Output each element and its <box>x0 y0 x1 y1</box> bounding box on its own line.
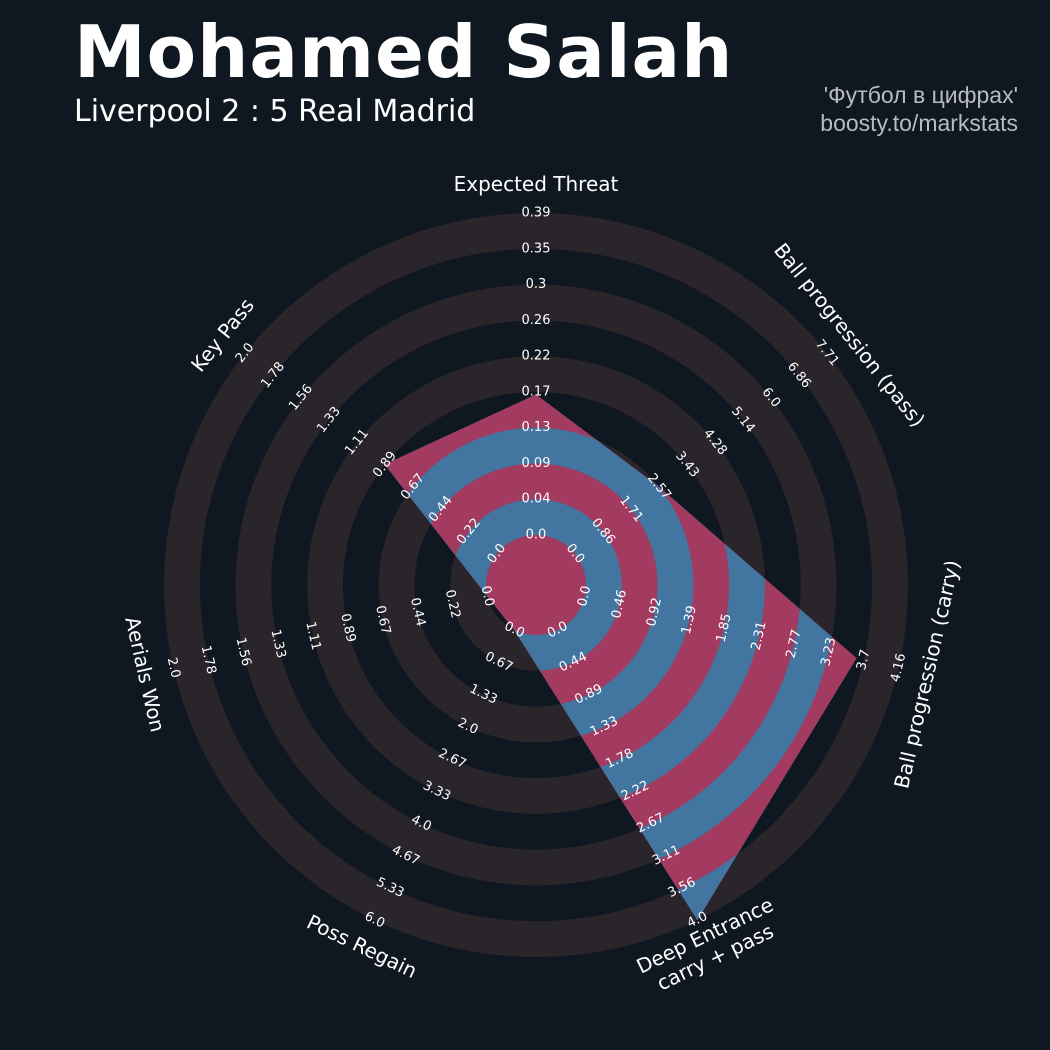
tick-label: 0.0 <box>526 528 547 543</box>
axis-label-group: Expected Threat <box>454 172 619 196</box>
tick-label: 0.35 <box>522 241 551 256</box>
tick-label: 0.44 <box>407 596 428 628</box>
tick-label: 0.3 <box>526 277 547 292</box>
tick-label: 0.22 <box>522 349 551 364</box>
tick-label: 1.85 <box>714 612 735 644</box>
tick-label: 2.31 <box>749 620 770 652</box>
tick-label: 0.89 <box>337 612 358 644</box>
tick-label: 2.0 <box>164 656 183 680</box>
axis-label-group: Aerials Won <box>120 614 170 734</box>
tick-label: 0.13 <box>522 420 551 435</box>
credit-line-1: 'Футбол в цифрах' <box>823 82 1018 108</box>
tick-label: 0.0 <box>575 584 594 608</box>
tick-label: 0.46 <box>609 588 630 620</box>
axis-label: Expected Threat <box>454 172 619 196</box>
tick-label: 1.78 <box>198 644 219 676</box>
tick-label: 4.16 <box>888 652 909 684</box>
tick-label: 0.67 <box>372 604 393 636</box>
tick-label: 3.7 <box>854 648 873 672</box>
tick-label: 0.0 <box>478 584 497 608</box>
tick-label: 0.39 <box>522 206 551 221</box>
tick-label: 1.56 <box>233 636 254 668</box>
match-subtitle: Liverpool 2 : 5 Real Madrid <box>74 94 476 129</box>
tick-label: 0.04 <box>522 492 551 507</box>
credit-line-2: boosty.to/markstats <box>820 110 1018 136</box>
tick-label: 0.17 <box>522 384 551 399</box>
tick-label: 0.26 <box>522 313 551 328</box>
radar-core <box>486 535 586 635</box>
tick-label: 0.22 <box>442 588 463 620</box>
page-title: Mohamed Salah <box>74 10 734 94</box>
tick-label: 1.33 <box>267 628 288 660</box>
tick-label: 0.92 <box>644 596 665 628</box>
tick-label: 1.39 <box>679 604 700 636</box>
tick-label: 0.09 <box>522 456 551 471</box>
axis-label: Aerials Won <box>120 614 170 734</box>
tick-label: 1.11 <box>302 620 323 652</box>
tick-label: 3.23 <box>818 636 839 668</box>
tick-label: 2.77 <box>784 628 805 660</box>
